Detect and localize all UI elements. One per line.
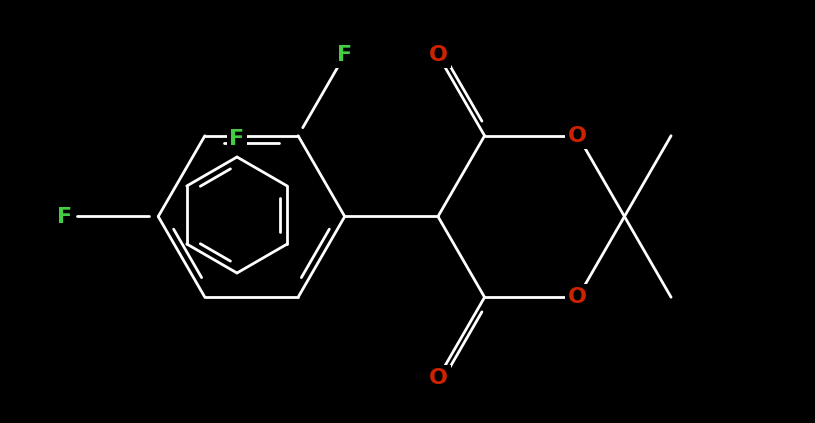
Text: F: F [57, 206, 73, 226]
Text: F: F [230, 129, 244, 149]
Text: O: O [429, 368, 447, 388]
Text: O: O [568, 287, 588, 307]
Text: O: O [429, 45, 447, 65]
Text: O: O [568, 126, 588, 146]
Text: F: F [337, 45, 352, 65]
